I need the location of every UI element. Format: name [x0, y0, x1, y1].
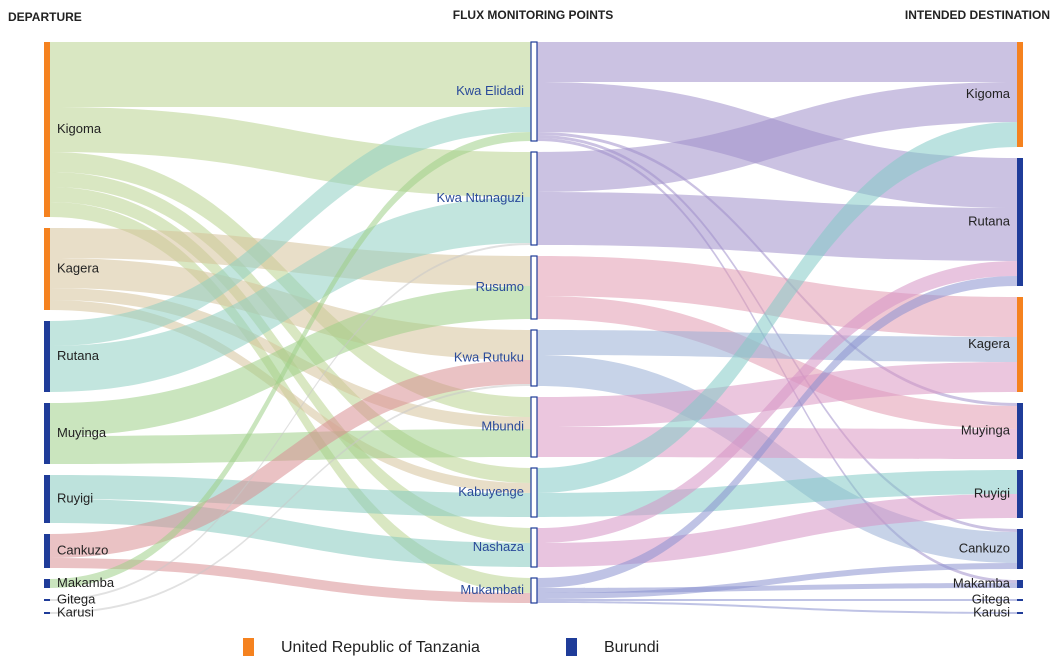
- node-label: Kwa Rutuku: [454, 349, 524, 364]
- nodes: Kigoma Kagera Rutana Muyinga Ruyigi Cankuzo Ma…: [44, 41, 1023, 619]
- node-label: Nashaza: [473, 539, 525, 554]
- node: [530, 41, 538, 142]
- flow: [50, 300, 531, 493]
- node: [44, 612, 50, 614]
- node-label: Rutana: [968, 213, 1011, 228]
- flow: [50, 107, 531, 346]
- flow: [50, 228, 531, 286]
- flow: [50, 360, 531, 558]
- node: [1017, 403, 1023, 459]
- node-label: Mukambati: [460, 582, 524, 597]
- node: [1017, 529, 1023, 569]
- flow: [537, 276, 1017, 588]
- node: [1017, 580, 1023, 588]
- node: [44, 228, 50, 310]
- node-label: Ruyigi: [57, 490, 93, 505]
- node-label: Muyinga: [57, 425, 107, 440]
- flow: [537, 122, 1017, 493]
- legend-label: United Republic of Tanzania: [281, 639, 480, 656]
- node-label: Karusi: [973, 604, 1010, 619]
- flow: [50, 107, 531, 197]
- flow: [537, 330, 1017, 362]
- legend-swatch: [566, 638, 577, 656]
- node-label: Makamba: [57, 575, 115, 590]
- node: [1017, 599, 1023, 601]
- flow: [50, 558, 531, 603]
- node: [530, 329, 538, 387]
- node: [1017, 612, 1023, 614]
- node: [1017, 158, 1023, 286]
- flow: [537, 132, 1017, 406]
- node-label: Kigoma: [57, 121, 102, 136]
- node-label: Kagera: [968, 336, 1011, 351]
- node-label: Rutana: [57, 348, 100, 363]
- node: [530, 255, 538, 320]
- legend-label: Burundi: [604, 639, 659, 656]
- node-label: Cankuzo: [57, 542, 108, 557]
- node: [530, 467, 538, 518]
- node: [44, 599, 50, 601]
- flow: [50, 475, 531, 517]
- column-title: FLUX MONITORING POINTS: [453, 8, 613, 22]
- node: [530, 527, 538, 568]
- flow: [537, 261, 1017, 543]
- flow: [537, 599, 1017, 601]
- node: [1017, 42, 1023, 147]
- node-label: Kabuyenge: [458, 484, 524, 499]
- flow: [537, 82, 1017, 192]
- column-title: INTENDED DESTINATION: [905, 8, 1050, 22]
- flow: [50, 132, 531, 588]
- node: [44, 42, 50, 217]
- node-label: Kagera: [57, 260, 100, 275]
- node-label: Kwa Elidadi: [456, 83, 524, 98]
- node-label: Mbundi: [481, 418, 524, 433]
- flow: [537, 601, 1017, 614]
- node: [44, 534, 50, 568]
- node: [530, 396, 538, 458]
- flow: [537, 355, 1017, 563]
- node-label: Ruyigi: [974, 485, 1010, 500]
- flow: [537, 296, 1017, 429]
- node: [530, 151, 538, 246]
- flow: [537, 583, 1017, 593]
- node-label: Kwa Ntunaguzi: [437, 190, 525, 205]
- node-label: Cankuzo: [959, 540, 1010, 555]
- node-label: Gitega: [57, 591, 96, 606]
- flow: [50, 197, 531, 392]
- flow: [50, 172, 531, 483]
- flow: [537, 42, 1017, 82]
- legend-swatch: [243, 638, 254, 656]
- flow: [50, 42, 531, 107]
- column-title: DEPARTURE: [8, 10, 82, 24]
- node: [44, 321, 50, 392]
- node-label: Karusi: [57, 604, 94, 619]
- flow: [537, 563, 1017, 599]
- node: [44, 475, 50, 523]
- flow: [50, 243, 531, 601]
- node-label: Makamba: [953, 575, 1011, 590]
- flow: [537, 192, 1017, 261]
- node-label: Muyinga: [961, 422, 1011, 437]
- flow: [50, 384, 531, 614]
- node-label: Rusumo: [476, 279, 524, 294]
- node: [44, 579, 50, 588]
- node: [44, 403, 50, 464]
- links: [50, 42, 1017, 614]
- node-label: Gitega: [972, 591, 1011, 606]
- node: [530, 577, 538, 604]
- node-label: Kigoma: [966, 86, 1011, 101]
- node: [1017, 470, 1023, 518]
- flow: [50, 429, 531, 464]
- node: [1017, 297, 1023, 392]
